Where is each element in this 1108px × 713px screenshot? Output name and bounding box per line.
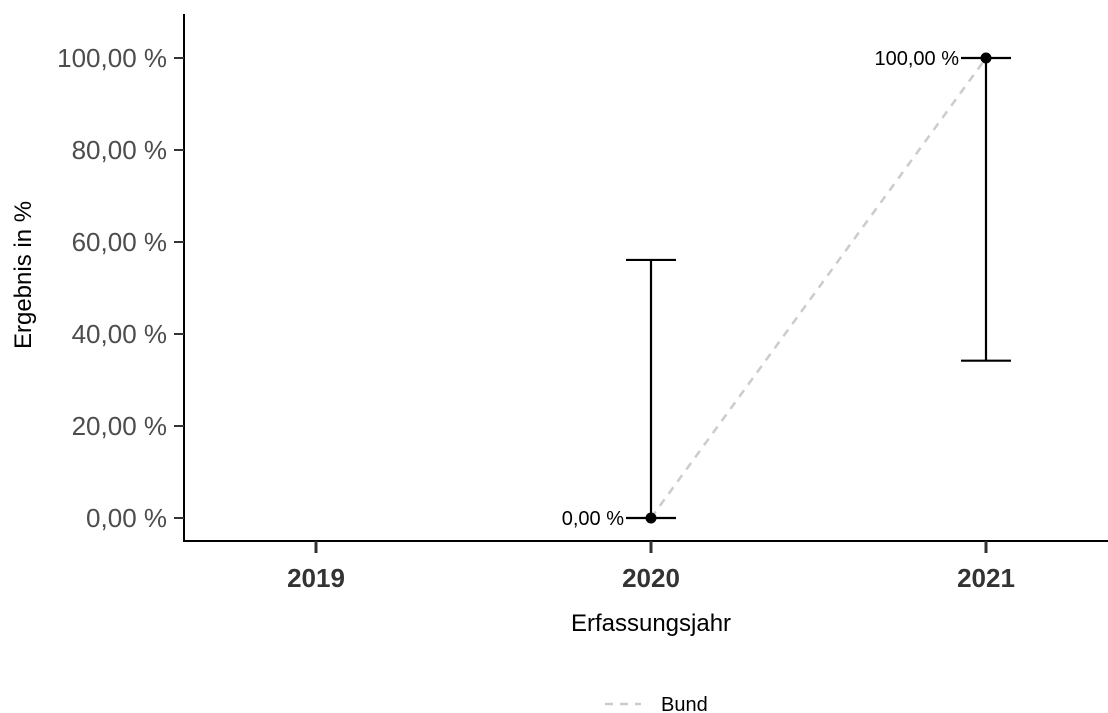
error-bars	[626, 56, 1011, 520]
legend-label-bund: Bund	[661, 694, 708, 713]
x-tick-label: 2021	[957, 563, 1015, 593]
data-points	[645, 52, 992, 524]
data-labels: 0,00 % 100,00 %	[562, 48, 959, 530]
y-ticks: 0,00 % 20,00 % 40,00 % 60,00 % 80,00 % 100,00…	[57, 43, 184, 533]
x-axis-title: Erfassungsjahr	[571, 610, 731, 637]
data-point	[645, 512, 657, 524]
y-tick-label: 80,00 %	[72, 135, 167, 165]
reference-series	[649, 57, 988, 519]
series-line-bund	[649, 57, 988, 519]
x-tick-label: 2019	[287, 563, 345, 593]
y-tick-label: 0,00 %	[86, 503, 167, 533]
y-tick-label: 40,00 %	[72, 319, 167, 349]
x-ticks: 2019 2020 2021	[287, 541, 1015, 593]
data-point	[980, 52, 992, 64]
y-tick-label: 100,00 %	[57, 43, 167, 73]
legend: Bund	[605, 694, 708, 713]
axes	[183, 14, 1108, 542]
data-label: 100,00 %	[874, 48, 959, 70]
data-label: 0,00 %	[562, 508, 624, 530]
x-tick-label: 2020	[622, 563, 680, 593]
y-tick-label: 20,00 %	[72, 411, 167, 441]
y-tick-label: 60,00 %	[72, 227, 167, 257]
y-axis-title: Ergebnis in %	[10, 201, 37, 349]
